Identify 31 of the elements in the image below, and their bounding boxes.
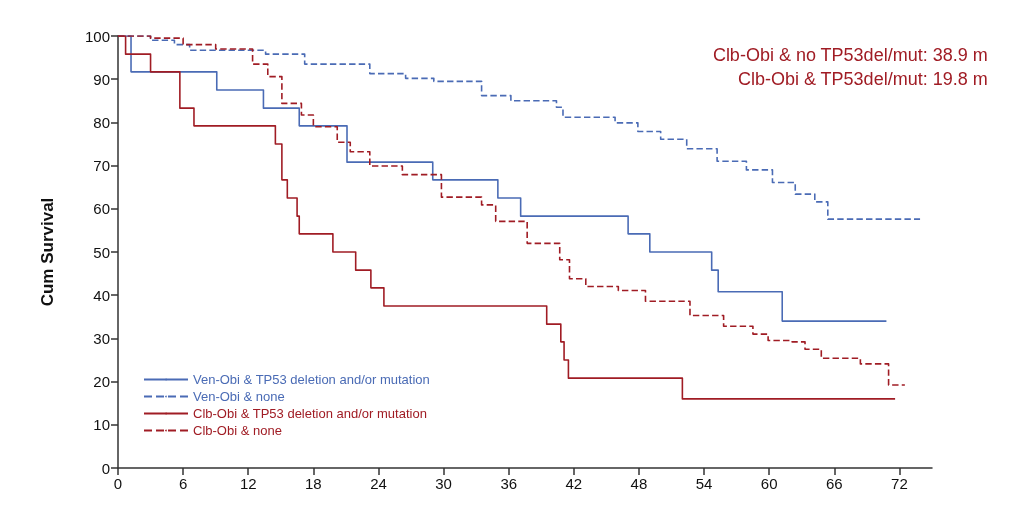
x-tick-label: 6 — [178, 475, 188, 492]
y-tick-label: 50 — [93, 243, 110, 261]
x-tick-label: 12 — [239, 475, 257, 492]
x-tick-label: 0 — [113, 475, 123, 492]
x-tick-label: 66 — [825, 475, 843, 492]
legend-label: Clb-Obi & TP53 deletion and/or mutation — [193, 406, 427, 421]
x-tick-label: 30 — [435, 475, 452, 492]
y-tick-label: 10 — [93, 416, 110, 434]
annotation: Clb-Obi & no TP53del/mut: 38.9 m — [712, 45, 988, 65]
legend-label: Ven-Obi & TP53 deletion and/or mutation — [193, 372, 430, 387]
y-tick-label: 90 — [93, 70, 110, 88]
y-tick-label: 100 — [84, 27, 110, 45]
x-tick-label: 72 — [891, 475, 908, 492]
x-tick-label: 48 — [630, 475, 648, 492]
y-tick-label: 20 — [93, 373, 110, 391]
x-tick-label: 60 — [760, 475, 778, 492]
y-tick-label: 70 — [93, 157, 110, 175]
annotation: Clb-Obi & TP53del/mut: 19.8 m — [737, 69, 988, 89]
x-tick-label: 36 — [500, 475, 518, 492]
y-tick-label: 80 — [93, 113, 110, 131]
legend-label: Ven-Obi & none — [193, 389, 285, 404]
x-tick-label: 54 — [695, 475, 713, 492]
y-tick-label: 30 — [93, 329, 110, 347]
y-tick-label: 60 — [93, 200, 110, 218]
legend-label: Clb-Obi & none — [193, 423, 282, 438]
y-tick-label: 0 — [101, 459, 110, 477]
y-tick-label: 40 — [93, 286, 110, 304]
x-tick-label: 24 — [370, 475, 387, 492]
x-tick-label: 42 — [565, 475, 583, 492]
x-tick-label: 18 — [305, 475, 322, 492]
y-axis-title: Cum Survival — [38, 197, 57, 307]
